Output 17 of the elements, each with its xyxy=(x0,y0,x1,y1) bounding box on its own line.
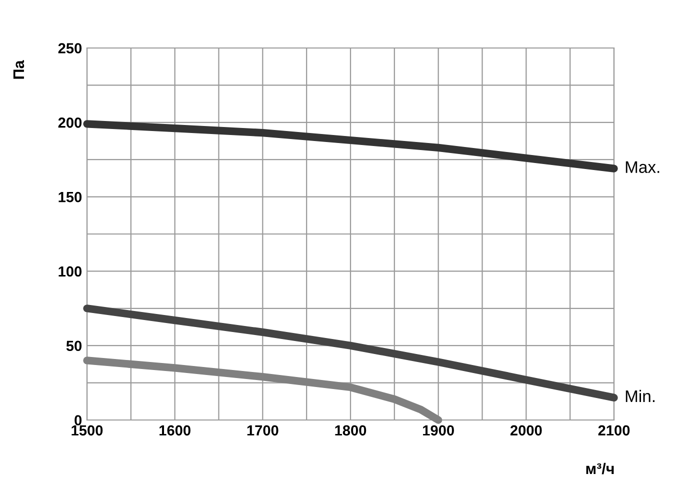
x-tick-label: 1700 xyxy=(247,425,278,436)
series-label: Max. xyxy=(626,161,660,173)
x-tick-label: 2000 xyxy=(510,425,542,436)
y-tick-label: 0 xyxy=(74,415,82,426)
x-tick-label: 1500 xyxy=(72,425,103,436)
y-tick-label: 150 xyxy=(58,192,82,202)
x-axis-title: м³/ч xyxy=(586,462,614,474)
y-tick-label: 50 xyxy=(66,340,82,352)
x-tick-label: 1900 xyxy=(423,425,454,436)
series-label: Min. xyxy=(626,390,655,402)
y-tick-label: 250 xyxy=(58,43,82,54)
y-tick-label: 200 xyxy=(58,118,82,128)
x-tick-label: 2100 xyxy=(598,425,630,436)
y-axis-title: Па xyxy=(13,60,24,79)
x-tick-label: 1800 xyxy=(335,425,366,436)
x-tick-label: 1600 xyxy=(160,425,190,436)
y-tick-label: 100 xyxy=(58,266,82,277)
